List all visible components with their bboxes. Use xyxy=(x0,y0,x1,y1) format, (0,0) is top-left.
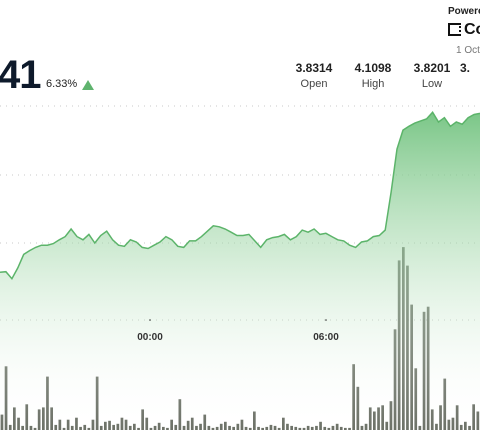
stat-close: 3. xyxy=(460,61,480,75)
current-price: 41 xyxy=(0,53,41,97)
x-tick-mark xyxy=(149,319,151,321)
x-tick-mark xyxy=(325,319,327,321)
stat-high: 4.1098 High xyxy=(348,61,398,90)
stat-high-label: High xyxy=(361,78,385,90)
up-arrow-icon xyxy=(82,80,94,90)
brand-icon xyxy=(448,23,461,36)
brand-logo[interactable]: Co xyxy=(448,21,480,39)
stat-low-value: 3.8201 xyxy=(413,61,451,75)
stat-low: 3.8201 Low xyxy=(407,61,457,90)
x-axis-ticks: 00:00 06:00 xyxy=(137,319,339,343)
powered-by-label: Powere xyxy=(448,6,480,17)
stat-low-label: Low xyxy=(421,78,443,90)
price-area xyxy=(0,112,480,430)
stat-open-label: Open xyxy=(300,78,328,90)
price-line xyxy=(0,111,480,281)
stat-high-value: 4.1098 xyxy=(354,61,392,75)
stat-close-value: 3. xyxy=(460,61,471,75)
price-change-percent: 6.33% xyxy=(46,78,78,90)
x-tick-label: 00:00 xyxy=(137,332,163,343)
x-tick-label: 06:00 xyxy=(313,332,339,343)
brand-name: Co xyxy=(464,21,480,38)
stat-open: 3.8314 Open xyxy=(289,61,339,90)
stat-open-value: 3.8314 xyxy=(295,61,333,75)
chart-date: 1 Oct xyxy=(456,45,480,56)
